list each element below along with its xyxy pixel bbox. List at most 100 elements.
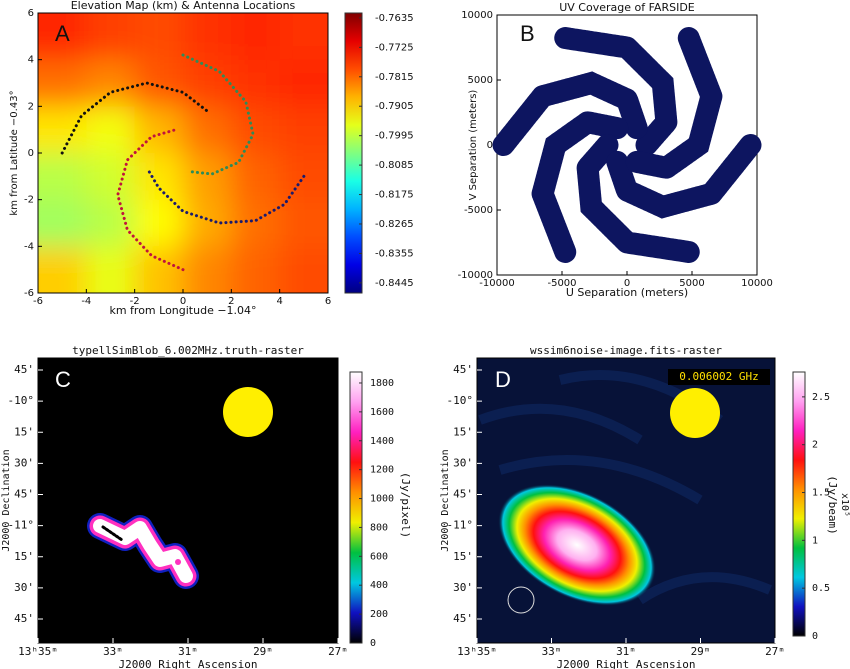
y-tick-label: 30' <box>14 456 34 469</box>
annotation-box <box>668 369 770 385</box>
colorbar <box>792 371 806 637</box>
heatmap-cell <box>279 246 328 293</box>
x-tick-label: 27ᵐ <box>765 645 785 658</box>
beam <box>507 586 535 614</box>
x-axis-label: km from Longitude −1.04° <box>109 304 256 317</box>
heatmap-cell <box>38 106 87 153</box>
x-tick-label: 5000 <box>679 278 704 289</box>
y-tick-label: -10000 <box>458 270 493 281</box>
chart-title: typellSimBlob_6.002MHz.truth-raster <box>72 344 304 357</box>
y-tick-label: 45' <box>453 488 473 501</box>
heatmap-cell <box>231 59 280 107</box>
x-tick-label: 33ᵐ <box>103 645 123 658</box>
y-tick-label: 10000 <box>461 10 493 21</box>
colorbar-tick-label: -0.7995 <box>375 131 414 142</box>
colorbar-tick-label: 1 <box>812 535 818 546</box>
y-tick-label: -11° <box>8 519 35 532</box>
colorbar-tick-label: 1600 <box>370 407 394 418</box>
y-tick-label: 30' <box>453 581 473 594</box>
heatmap-cell <box>86 106 135 153</box>
chart-title: UV Coverage of FARSIDE <box>559 1 695 14</box>
blob-c <box>87 513 199 589</box>
colorbar <box>344 12 363 294</box>
sun <box>223 387 273 437</box>
y-tick-label: 0 <box>28 148 34 159</box>
image-c <box>38 358 338 643</box>
x-tick-label: 13ʰ35ᵐ <box>457 645 497 658</box>
antenna-arm <box>60 81 209 155</box>
heatmap <box>38 13 328 293</box>
colorbar-tick-label: 0.5 <box>812 583 830 594</box>
y-axis-label: J2000 Declination <box>440 449 451 551</box>
y-tick-label: -11° <box>447 519 474 532</box>
y-tick-label: -10° <box>8 394 35 407</box>
x-tick-label: 29ᵐ <box>691 645 711 658</box>
antenna-arm <box>554 27 678 156</box>
heatmap-cell <box>86 153 135 200</box>
y-tick-label: -10° <box>447 394 474 407</box>
colorbar-tick-label: 0 <box>812 631 818 642</box>
colorbar-tick-label: -0.8445 <box>375 278 414 289</box>
colorbar-tick-label: 400 <box>370 580 388 591</box>
x-tick-label: 27ᵐ <box>328 645 348 658</box>
heatmap-cell <box>231 199 280 247</box>
sun <box>670 388 720 438</box>
antenna-arm <box>606 134 762 219</box>
y-tick-label: 30' <box>453 456 473 469</box>
colorbar-tick-label: -0.8175 <box>375 190 414 201</box>
y-tick-label: 45' <box>14 363 34 376</box>
chart-title: wssim6noise-image.fits-raster <box>530 344 722 357</box>
y-axis-label: J2000 Declination <box>1 449 12 551</box>
colorbar-tick-label: -0.8355 <box>375 248 414 259</box>
y-tick-label: -4 <box>24 241 34 252</box>
y-tick-label: 5000 <box>468 75 493 86</box>
colorbar-tick-label: 1200 <box>370 465 394 476</box>
x-axis-label: J2000 Right Ascension <box>118 658 257 669</box>
colorbar-tick-label: 2.5 <box>812 392 830 403</box>
x-axis-label: J2000 Right Ascension <box>556 658 695 669</box>
x-tick-label: 2 <box>228 296 234 307</box>
y-tick-label: 45' <box>453 612 473 625</box>
chart-title: Elevation Map (km) & Antenna Locations <box>71 0 296 12</box>
heatmap-cell <box>134 199 183 247</box>
x-tick-label: 31ᵐ <box>616 645 636 658</box>
heatmap-cell <box>134 13 183 60</box>
y-tick-label: 15' <box>453 425 473 438</box>
panel-letter: C <box>55 367 71 392</box>
colorbar <box>349 371 363 644</box>
y-tick-label: 4 <box>28 55 34 66</box>
colorbar-tick-label: -0.7905 <box>375 101 414 112</box>
heatmap-cell <box>279 106 328 153</box>
colorbar-tick-label: 600 <box>370 551 388 562</box>
x-tick-label: -6 <box>33 296 43 307</box>
colorbar-tick-label: -0.7725 <box>375 42 414 53</box>
antenna-arm <box>181 53 255 176</box>
x-tick-label: 0 <box>180 296 186 307</box>
x-tick-label: 10000 <box>741 278 773 289</box>
colorbar-label: (Jy/pixel) <box>399 472 412 538</box>
heatmap-cell <box>183 153 232 200</box>
heatmap-cell <box>134 246 183 293</box>
heatmap-cell <box>279 199 328 247</box>
y-tick-label: 45' <box>14 612 34 625</box>
heatmap-cell <box>86 246 135 293</box>
annotation: 0.006002 GHz <box>679 370 758 383</box>
x-tick-label: 4 <box>276 296 282 307</box>
antenna-arm <box>531 110 629 263</box>
antenna-arm <box>492 71 648 156</box>
heatmap-cell <box>38 13 87 60</box>
y-axis-label: V Separation (meters) <box>468 90 479 201</box>
heatmap-cell <box>279 59 328 107</box>
colorbar-tick-label: 1.5 <box>812 488 830 499</box>
antenna-arm <box>116 128 185 272</box>
x-tick-label: 33ᵐ <box>542 645 562 658</box>
colorbar-tick-label: 1800 <box>370 378 394 389</box>
y-axis-label: km from Latitude −0.43° <box>9 90 20 215</box>
heatmap-cell <box>38 199 87 247</box>
heatmap-cell <box>183 199 232 247</box>
y-tick-label: 2 <box>28 101 34 112</box>
x-axis-label: U Separation (meters) <box>566 286 688 299</box>
y-tick-label: -2 <box>24 195 34 206</box>
colorbar-tick-label: 2 <box>812 440 818 451</box>
heatmap-cell <box>231 13 280 60</box>
